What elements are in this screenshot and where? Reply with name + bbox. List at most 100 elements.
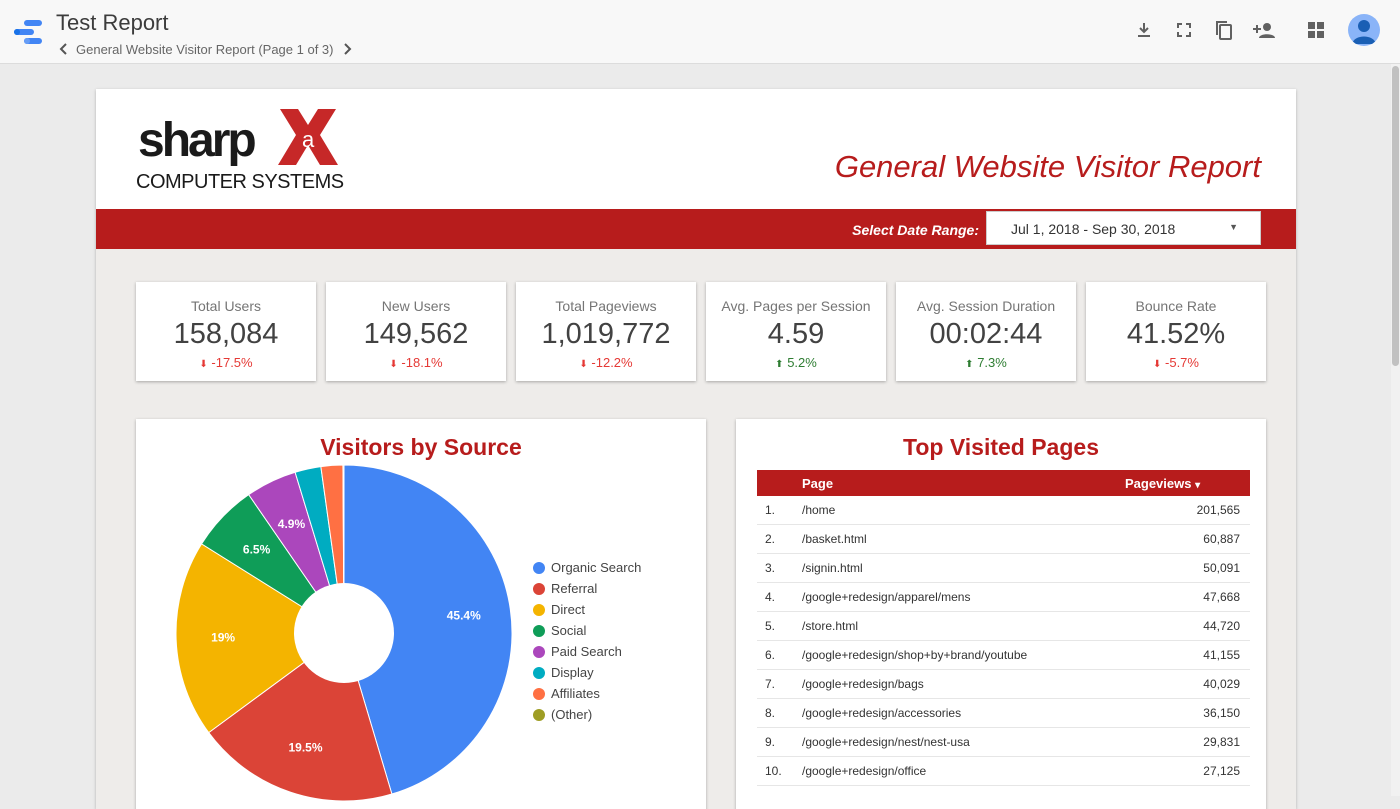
table-row[interactable]: 1./home 201,565 <box>757 496 1250 525</box>
pageviews-value: 36,150 <box>1124 698 1250 728</box>
table-row[interactable]: 5./store.html 44,720 <box>757 611 1250 641</box>
kpi-card-total-users: Total Users 158,084 ⬇ -17.5% <box>136 282 316 381</box>
legend-swatch <box>533 708 545 721</box>
table-header-row: Page Pageviews ▾ <box>757 470 1250 496</box>
next-page-icon[interactable] <box>339 41 355 57</box>
pie-slice-label: 4.9% <box>278 517 306 531</box>
company-logo: sharp a COMPUTER SYSTEMS <box>136 105 351 195</box>
page-path: /google+redesign/bags <box>802 669 1125 699</box>
data-studio-logo-icon[interactable] <box>14 18 44 46</box>
legend-swatch <box>533 603 545 616</box>
kpi-delta: ⬇ -5.7% <box>1153 355 1199 370</box>
kpi-label: Total Users <box>190 298 262 314</box>
download-icon[interactable] <box>1128 14 1160 46</box>
page-path: /google+redesign/nest/nest-usa <box>802 727 1125 757</box>
previous-page-icon[interactable] <box>56 41 72 57</box>
pageviews-value: 201,565 <box>1124 496 1250 525</box>
legend-swatch <box>533 687 545 700</box>
arrow-up-icon: ⬆ <box>775 359 784 370</box>
legend-item[interactable]: Direct <box>533 599 641 620</box>
table-row[interactable]: 9./google+redesign/nest/nest-usa 29,831 <box>757 727 1250 757</box>
page-path: /google+redesign/office <box>802 756 1125 786</box>
kpi-label: Avg. Session Duration <box>916 298 1056 314</box>
fullscreen-icon[interactable] <box>1168 14 1200 46</box>
kpi-delta: ⬇ -17.5% <box>199 355 253 370</box>
kpi-label: Avg. Pages per Session <box>721 298 871 314</box>
pie-slice-label: 6.5% <box>243 542 271 556</box>
kpi-label: Bounce Rate <box>1135 298 1217 314</box>
report-name[interactable]: Test Report <box>56 10 169 35</box>
kpi-value: 158,084 <box>173 318 279 350</box>
table-row[interactable]: 10./google+redesign/office 27,125 <box>757 756 1250 786</box>
kpi-value: 1,019,772 <box>541 318 671 350</box>
page-column-header[interactable]: Page <box>802 470 1125 496</box>
source-pie-chart[interactable]: 45.4% 19.5% 19% 6.5% 4.9% <box>166 459 526 809</box>
kpi-value: 41.52% <box>1126 318 1226 350</box>
legend-swatch <box>533 582 545 595</box>
table-row[interactable]: 6./google+redesign/shop+by+brand/youtube… <box>757 640 1250 670</box>
user-avatar[interactable] <box>1348 14 1380 46</box>
kpi-value: 149,562 <box>363 318 469 350</box>
pie-slice-label: 19.5% <box>289 741 323 755</box>
kpi-delta: ⬆ 7.3% <box>965 355 1007 370</box>
legend-item[interactable]: Paid Search <box>533 641 641 662</box>
table-row[interactable]: 3./signin.html 50,091 <box>757 553 1250 583</box>
page-path: /google+redesign/apparel/mens <box>802 582 1125 612</box>
report-title: General Website Visitor Report <box>834 149 1261 184</box>
vertical-scrollbar[interactable] <box>1391 64 1400 796</box>
pie-slice-organic-search[interactable] <box>343 464 513 795</box>
logo-wordmark: sharp <box>138 114 257 167</box>
pageviews-value: 50,091 <box>1124 553 1250 583</box>
kpi-label: Total Pageviews <box>555 298 657 314</box>
date-range-label: Select Date Range: <box>852 222 979 238</box>
app-bar: Test Report General Website Visitor Repo… <box>0 0 1400 64</box>
logo-x-mark-icon: a <box>278 109 338 165</box>
date-range-value: Jul 1, 2018 - Sep 30, 2018 <box>1011 221 1176 237</box>
pageviews-value: 29,831 <box>1124 727 1250 757</box>
chart-legend: Organic Search Referral Direct Social Pa… <box>533 557 641 725</box>
table-row[interactable]: 4./google+redesign/apparel/mens 47,668 <box>757 582 1250 612</box>
table-row[interactable]: 2./basket.html 60,887 <box>757 524 1250 554</box>
legend-swatch <box>533 561 545 574</box>
date-range-picker[interactable]: Jul 1, 2018 - Sep 30, 2018 ▼ <box>986 211 1261 245</box>
page-path: /google+redesign/shop+by+brand/youtube <box>802 640 1125 670</box>
legend-item[interactable]: Organic Search <box>533 557 641 578</box>
kpi-label: New Users <box>381 298 451 314</box>
logo-mark-letter: a <box>302 127 315 152</box>
legend-item[interactable]: Social <box>533 620 641 641</box>
pages-table: Page Pageviews ▾ 1./home 201,565 2./baske… <box>757 470 1250 786</box>
legend-item[interactable]: Display <box>533 662 641 683</box>
toolbar <box>1120 14 1380 46</box>
report-canvas: sharp a COMPUTER SYSTEMS General Website… <box>96 89 1296 809</box>
pageviews-value: 47,668 <box>1124 582 1250 612</box>
pie-slice-other[interactable] <box>342 464 345 634</box>
legend-item[interactable]: Affiliates <box>533 683 641 704</box>
legend-swatch <box>533 666 545 679</box>
scroll-thumb[interactable] <box>1392 66 1399 366</box>
pageviews-value: 40,029 <box>1124 669 1250 699</box>
legend-swatch <box>533 645 545 658</box>
page-path: /store.html <box>802 611 1125 641</box>
panel-title: Visitors by Source <box>320 434 522 460</box>
page-path: /signin.html <box>802 553 1125 583</box>
copy-icon[interactable] <box>1208 14 1240 46</box>
pageviews-value: 41,155 <box>1124 640 1250 670</box>
share-add-person-icon[interactable] <box>1248 14 1280 46</box>
legend-item[interactable]: (Other) <box>533 704 641 725</box>
apps-grid-icon[interactable] <box>1300 14 1332 46</box>
kpi-delta: ⬆ 5.2% <box>775 355 817 370</box>
table-row[interactable]: 8./google+redesign/accessories 36,150 <box>757 698 1250 728</box>
panel-title: Top Visited Pages <box>903 434 1099 460</box>
arrow-down-icon: ⬇ <box>579 359 588 370</box>
sort-desc-icon: ▾ <box>1195 479 1201 491</box>
kpi-card-total-pageviews: Total Pageviews 1,019,772 ⬇ -12.2% <box>516 282 696 381</box>
arrow-down-icon: ⬇ <box>1153 359 1162 370</box>
legend-item[interactable]: Referral <box>533 578 641 599</box>
pageviews-column-header[interactable]: Pageviews ▾ <box>1124 470 1250 496</box>
filter-bar: Select Date Range: Jul 1, 2018 - Sep 30,… <box>96 209 1296 249</box>
table-row[interactable]: 7./google+redesign/bags 40,029 <box>757 669 1250 699</box>
page-selector[interactable]: General Website Visitor Report (Page 1 o… <box>76 41 334 57</box>
kpi-card-session-duration: Avg. Session Duration 00:02:44 ⬆ 7.3% <box>896 282 1076 381</box>
pie-slice-direct[interactable] <box>175 543 345 734</box>
pageviews-value: 27,125 <box>1124 756 1250 786</box>
